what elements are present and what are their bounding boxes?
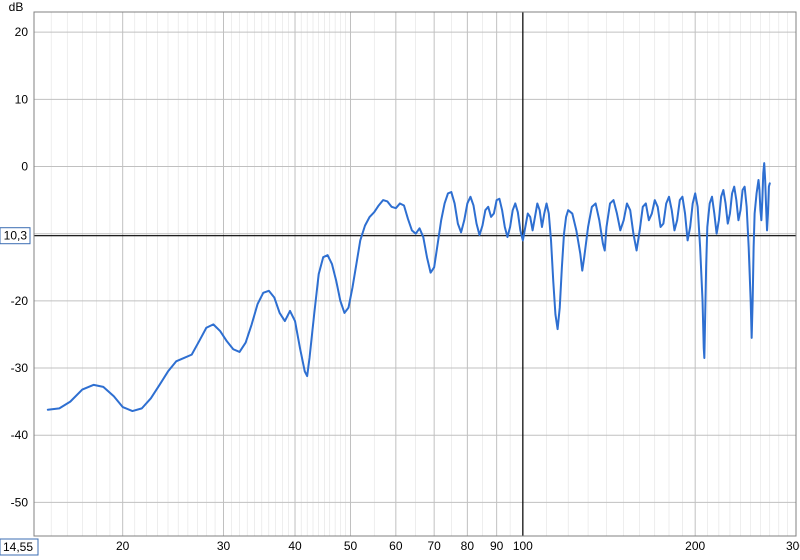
x-cursor-value: 14,55 <box>3 540 33 554</box>
y-tick-label: 10 <box>15 92 29 106</box>
x-tick-label: 300 <box>786 539 800 553</box>
x-tick-label: 90 <box>490 539 504 553</box>
y-tick-label: -50 <box>11 495 29 509</box>
x-tick-label: 70 <box>427 539 441 553</box>
x-tick-label: 60 <box>389 539 403 553</box>
x-tick-label: 40 <box>288 539 302 553</box>
x-tick-label: 20 <box>116 539 130 553</box>
y-cursor-value: 10,3 <box>4 229 28 243</box>
frequency-response-chart: 203040506070809010020030020100-10-20-30-… <box>0 0 800 560</box>
y-tick-label: -30 <box>11 361 29 375</box>
y-tick-label: -20 <box>11 294 29 308</box>
y-tick-label: 0 <box>21 160 28 174</box>
y-tick-label: 20 <box>15 25 29 39</box>
y-tick-label: -40 <box>11 428 29 442</box>
x-tick-label: 200 <box>685 539 705 553</box>
x-tick-label: 80 <box>461 539 475 553</box>
x-tick-label: 50 <box>344 539 358 553</box>
x-tick-label: 100 <box>513 539 533 553</box>
y-axis-unit: dB <box>9 0 24 14</box>
chart-svg: 203040506070809010020030020100-10-20-30-… <box>0 0 800 560</box>
x-tick-label: 30 <box>217 539 231 553</box>
